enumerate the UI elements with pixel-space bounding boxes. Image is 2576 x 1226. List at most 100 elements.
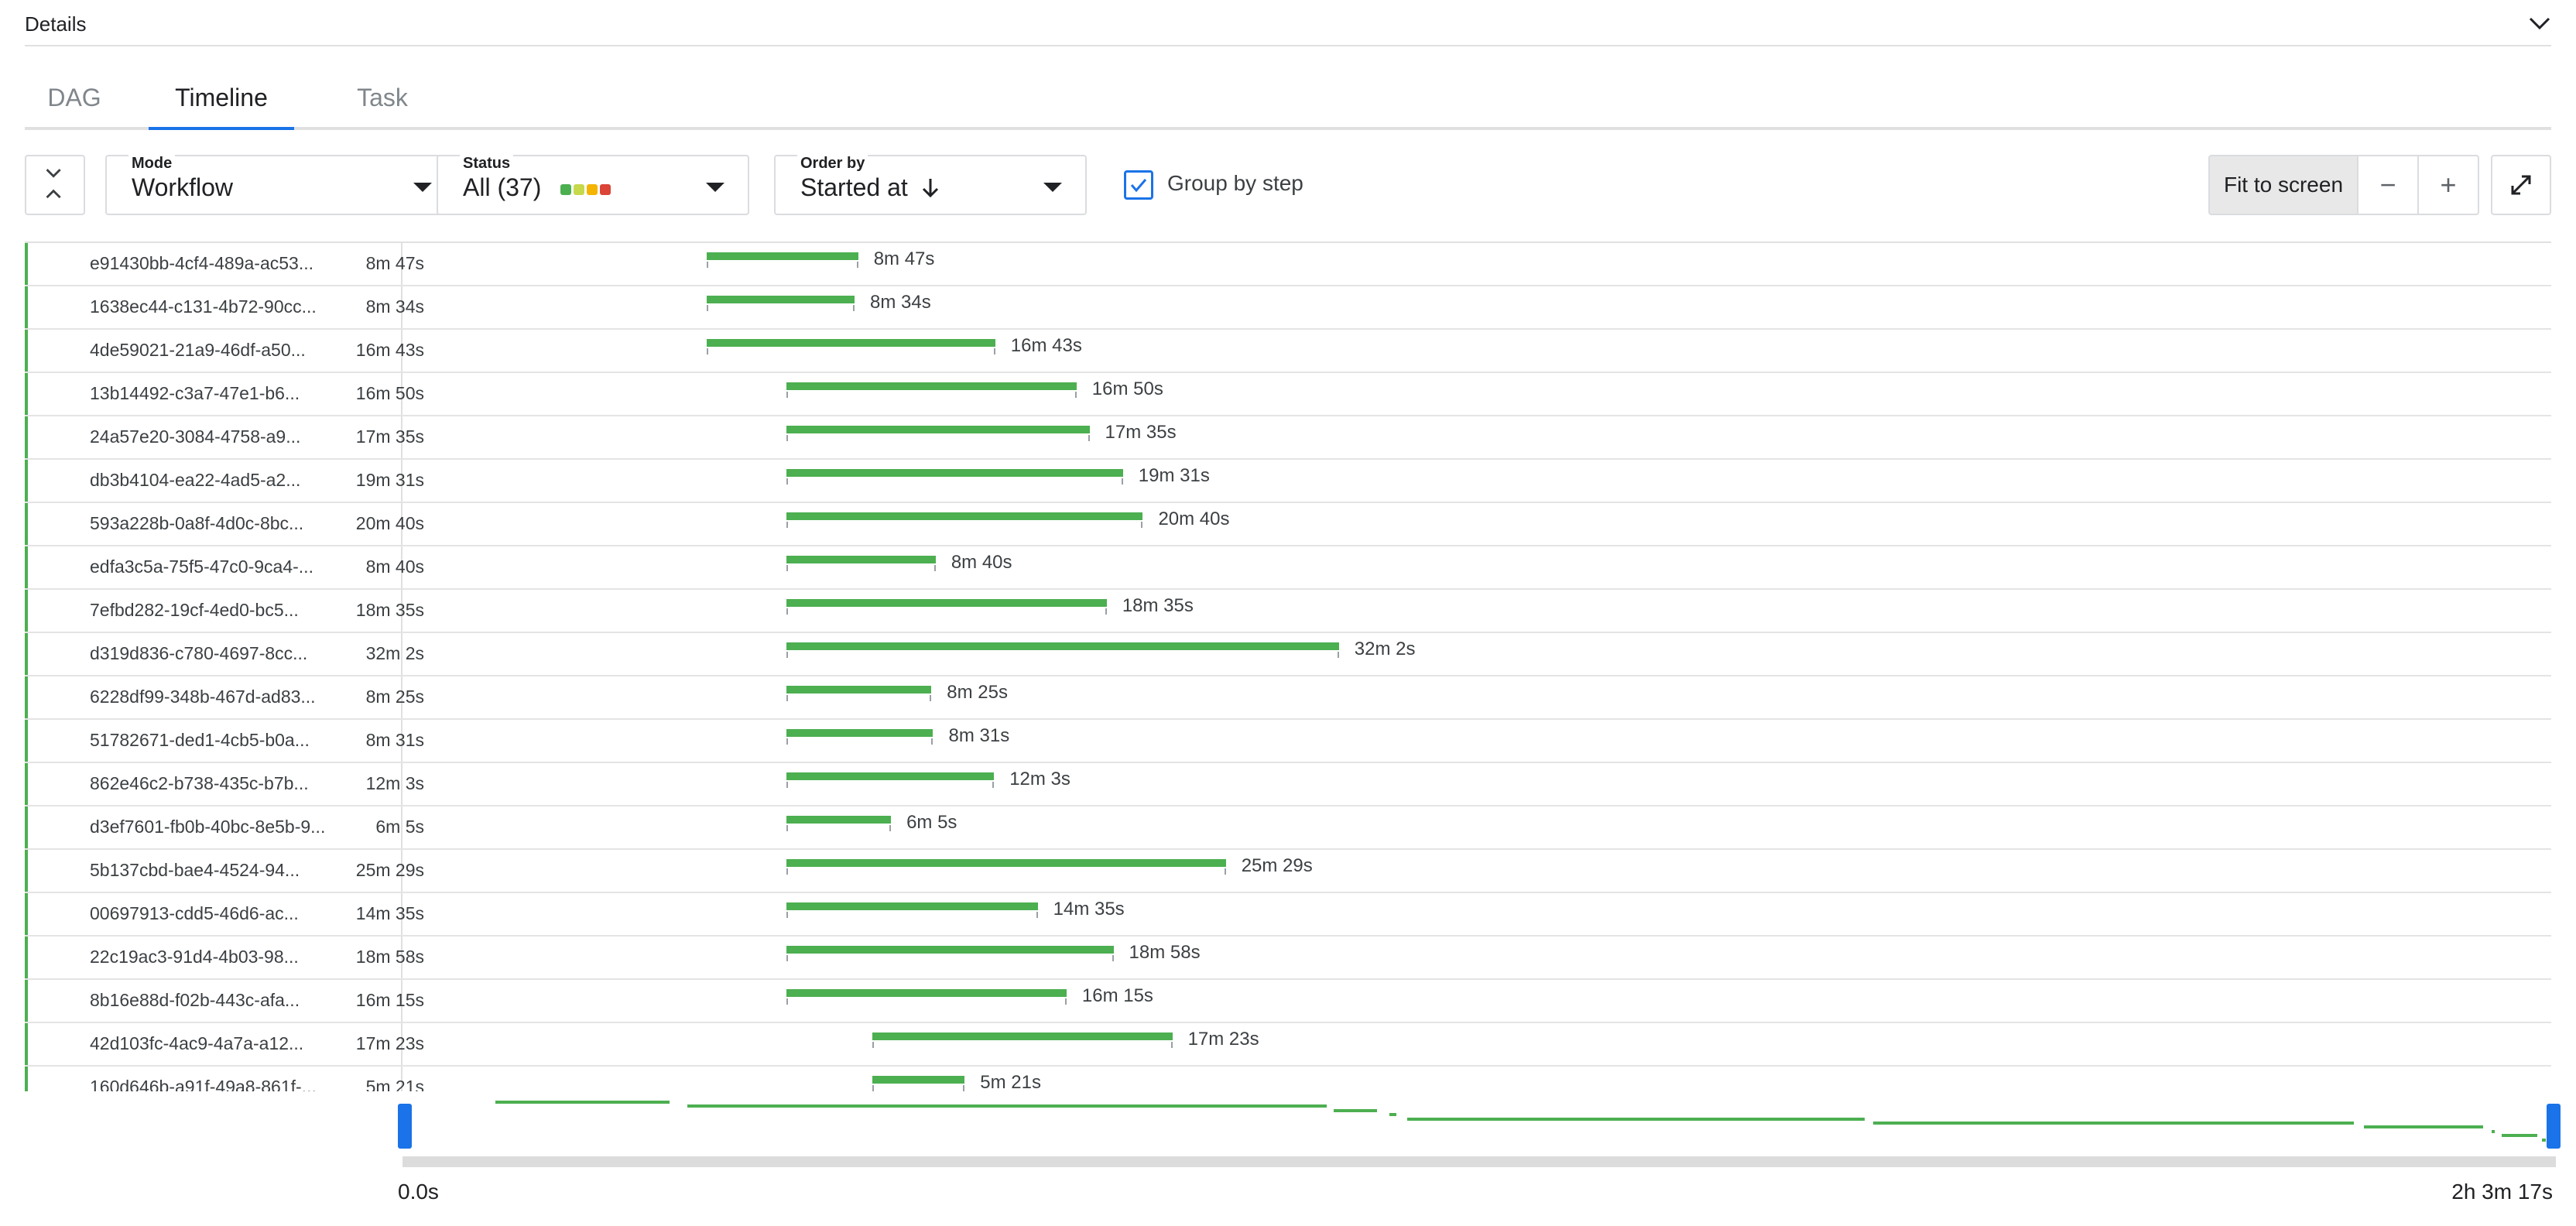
task-duration-bar[interactable]: [786, 989, 1067, 997]
bar-duration-label: 8m 25s: [947, 682, 1008, 703]
timeline-row[interactable]: edfa3c5a-75f5-47c0-9ca4-... 8m 40s 8m 40s: [25, 546, 2551, 590]
group-by-step-checkbox[interactable]: [1124, 170, 1153, 200]
zoom-in-button[interactable]: +: [2417, 155, 2479, 215]
tab-timeline[interactable]: Timeline: [149, 68, 294, 130]
task-duration-bar[interactable]: [786, 556, 936, 563]
row-task-name: 862e46c2-b738-435c-b7b...: [90, 773, 309, 793]
row-status-accent: [25, 243, 28, 285]
task-duration-bar[interactable]: [786, 772, 995, 780]
row-status-accent: [25, 590, 28, 632]
timeline-row[interactable]: 7efbd282-19cf-4ed0-bc5... 18m 35s 18m 35s: [25, 590, 2551, 633]
task-duration-bar[interactable]: [786, 642, 1339, 650]
task-duration-bar[interactable]: [786, 859, 1226, 867]
mode-select[interactable]: Mode Workflow: [105, 155, 457, 215]
bar-end-tick: [1074, 392, 1077, 398]
task-duration-bar[interactable]: [786, 382, 1077, 390]
task-duration-bar[interactable]: [706, 339, 995, 347]
bar-duration-label: 8m 47s: [873, 248, 935, 269]
bar-end-tick: [1064, 998, 1067, 1005]
bar-start-tick: [786, 565, 788, 571]
timeline-row[interactable]: 8b16e88d-f02b-443c-afa... 16m 15s 16m 15s: [25, 980, 2551, 1023]
group-by-step-label: Group by step: [1167, 171, 1303, 195]
status-dot: [560, 183, 572, 195]
tab-task[interactable]: Task: [319, 68, 446, 130]
timeline-row[interactable]: 00697913-cdd5-46d6-ac... 14m 35s 14m 35s: [25, 893, 2551, 937]
timeline-row[interactable]: 22c19ac3-91d4-4b03-98... 18m 58s 18m 58s: [25, 937, 2551, 980]
timeline-overview[interactable]: [398, 1093, 2561, 1170]
task-duration-bar[interactable]: [786, 686, 932, 693]
bar-start-tick: [786, 868, 788, 875]
timeline-row[interactable]: 160d646b-a91f-49a8-861f-... 5m 21s 5m 21s: [25, 1067, 2551, 1091]
status-select[interactable]: Status All (37): [437, 155, 749, 215]
bar-start-tick: [786, 522, 788, 528]
bar-end-tick: [1170, 1042, 1173, 1048]
timeline-row[interactable]: 862e46c2-b738-435c-b7b... 12m 3s 12m 3s: [25, 763, 2551, 806]
bar-end-tick: [930, 695, 932, 701]
task-duration-bar[interactable]: [786, 512, 1143, 520]
timeline-row[interactable]: 4de59021-21a9-46df-a50... 16m 43s 16m 43s: [25, 330, 2551, 373]
bar-start-tick: [786, 478, 788, 485]
bar-duration-label: 17m 23s: [1187, 1029, 1259, 1050]
timeline-row[interactable]: 1638ec44-c131-4b72-90cc... 8m 34s 8m 34s: [25, 286, 2551, 330]
bar-start-tick: [786, 695, 788, 701]
chevron-down-icon[interactable]: [2528, 15, 2551, 31]
timeline-row[interactable]: 42d103fc-4ac9-4a7a-a12... 17m 23s 17m 23s: [25, 1023, 2551, 1067]
bar-duration-label: 5m 21s: [980, 1072, 1041, 1091]
timeline-row[interactable]: 5b137cbd-bae4-4524-94... 25m 29s 25m 29s: [25, 850, 2551, 893]
zoom-out-button[interactable]: −: [2357, 155, 2419, 215]
bar-duration-label: 8m 31s: [948, 725, 1010, 746]
timeline-row[interactable]: d3ef7601-fb0b-40bc-8e5b-9... 6m 5s 6m 5s: [25, 806, 2551, 850]
bar-duration-label: 8m 34s: [870, 292, 931, 313]
timeline-row[interactable]: 593a228b-0a8f-4d0c-8bc... 20m 40s 20m 40s: [25, 503, 2551, 546]
row-duration: 16m 50s: [355, 383, 424, 403]
fullscreen-button[interactable]: [2491, 155, 2551, 215]
task-duration-bar[interactable]: [706, 252, 858, 260]
bar-start-tick: [786, 738, 788, 745]
overview-scrollbar[interactable]: [402, 1156, 2556, 1167]
row-duration: 8m 47s: [365, 253, 424, 273]
bar-start-tick: [786, 608, 788, 615]
timeline-row[interactable]: db3b4104-ea22-4ad5-a2... 19m 31s 19m 31s: [25, 460, 2551, 503]
task-duration-bar[interactable]: [786, 902, 1038, 910]
bar-end-tick: [1337, 652, 1339, 658]
range-start-handle[interactable]: [398, 1104, 412, 1149]
bar-end-tick: [933, 565, 936, 571]
collapse-button[interactable]: [25, 155, 85, 215]
timeline-rows: e91430bb-4cf4-489a-ac53... 8m 47s 8m 47s 16…: [25, 241, 2551, 1091]
tab-timeline-underline: [149, 127, 294, 130]
task-duration-bar[interactable]: [786, 426, 1090, 433]
row-status-accent: [25, 806, 28, 848]
timeline-row[interactable]: 6228df99-348b-467d-ad83... 8m 25s 8m 25s: [25, 676, 2551, 720]
row-status-accent: [25, 850, 28, 892]
task-duration-bar[interactable]: [786, 729, 933, 737]
row-duration: 12m 3s: [365, 773, 424, 793]
details-header[interactable]: Details: [25, 0, 2551, 46]
fit-to-screen-label: Fit to screen: [2223, 173, 2344, 197]
timeline-row[interactable]: e91430bb-4cf4-489a-ac53... 8m 47s 8m 47s: [25, 243, 2551, 286]
task-duration-bar[interactable]: [786, 599, 1107, 607]
status-dot: [587, 183, 598, 195]
dropdown-caret-icon: [413, 183, 432, 192]
task-duration-bar[interactable]: [872, 1076, 965, 1084]
timeline-row[interactable]: 24a57e20-3084-4758-a9... 17m 35s 17m 35s: [25, 416, 2551, 460]
dropdown-caret-icon: [1043, 183, 1062, 192]
task-duration-bar[interactable]: [786, 816, 892, 824]
status-select-value-wrap: All (37): [463, 172, 613, 203]
timeline-row[interactable]: d319d836-c780-4697-8cc... 32m 2s 32m 2s: [25, 633, 2551, 676]
range-end-handle[interactable]: [2547, 1104, 2561, 1149]
timeline-row[interactable]: 51782671-ded1-4cb5-b0a... 8m 31s 8m 31s: [25, 720, 2551, 763]
tab-dag[interactable]: DAG: [25, 68, 124, 130]
bar-end-tick: [856, 262, 858, 268]
timeline-row[interactable]: 13b14492-c3a7-47e1-b6... 16m 50s 16m 50s: [25, 373, 2551, 416]
tab-dag-label: DAG: [47, 84, 101, 111]
order-by-select[interactable]: Order by Started at: [774, 155, 1087, 215]
task-duration-bar[interactable]: [786, 946, 1114, 954]
row-status-accent: [25, 980, 28, 1022]
task-duration-bar[interactable]: [872, 1033, 1173, 1040]
row-duration: 14m 35s: [355, 903, 424, 923]
fit-to-screen-button[interactable]: Fit to screen: [2208, 155, 2358, 215]
task-duration-bar[interactable]: [706, 296, 855, 303]
task-duration-bar[interactable]: [786, 469, 1123, 477]
arrow-down-icon: [922, 179, 938, 198]
bar-start-tick: [786, 782, 788, 788]
